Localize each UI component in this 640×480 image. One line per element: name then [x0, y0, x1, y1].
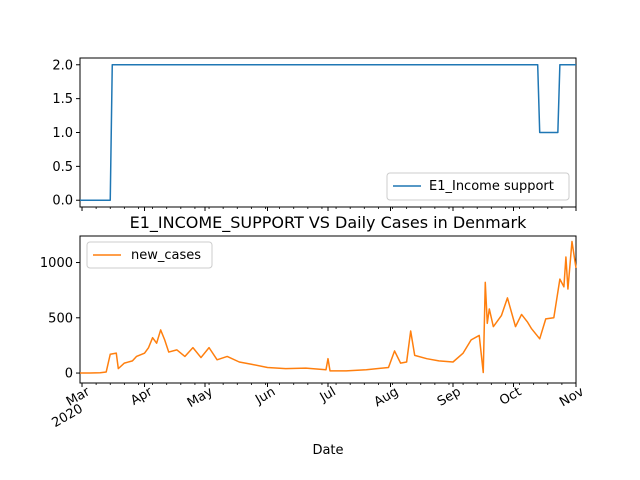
- bottom-ytick-label: 500: [48, 311, 73, 326]
- top-ytick-label: 1.5: [52, 92, 73, 107]
- top-series-line: [80, 64, 576, 201]
- top-x-axis-ticks: [81, 207, 577, 211]
- top-series-layer: [80, 64, 576, 201]
- chart-title: E1_INCOME_SUPPORT VS Daily Cases in Denm…: [130, 213, 528, 233]
- bottom-legend-label: new_cases: [131, 248, 201, 263]
- bottom-legend-box: [86, 241, 213, 269]
- top-ytick-label: 0.0: [52, 194, 73, 209]
- bottom-series-line: [80, 240, 577, 374]
- bottom-ytick-label: 1000: [40, 256, 73, 271]
- top-legend: E1_Income support: [386, 172, 570, 201]
- top-ytick-label: 2.0: [52, 58, 73, 73]
- top-legend-label: E1_Income support: [429, 179, 554, 194]
- x-axis-label: Date: [312, 443, 343, 458]
- bottom-panel: E1_INCOME_SUPPORT VS Daily Cases in Denm…: [40, 213, 587, 458]
- top-y-axis: 0.0 0.5 1.0 1.5 2.0: [52, 58, 80, 209]
- top-legend-box: [386, 172, 570, 201]
- top-ytick-label: 0.5: [52, 160, 73, 175]
- bottom-series-layer: [80, 240, 577, 374]
- top-panel: 0.0 0.5 1.0 1.5 2.0 E1_Income support: [52, 57, 577, 211]
- bottom-ytick-label: 0: [65, 367, 73, 382]
- xtick-label: Jul: [317, 384, 339, 405]
- bottom-legend: new_cases: [86, 241, 213, 269]
- top-ytick-label: 1.0: [52, 126, 73, 141]
- bottom-y-axis: 0 500 1000: [40, 256, 80, 382]
